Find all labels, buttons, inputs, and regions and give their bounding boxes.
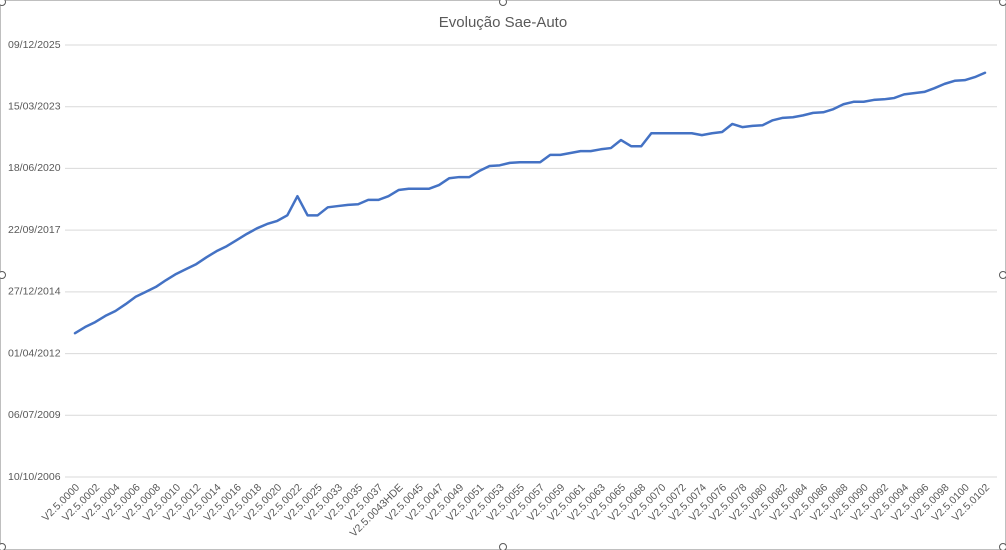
y-tick-label: 10/10/2006 [8,471,61,483]
y-tick-label: 27/12/2014 [8,286,61,298]
y-tick-label: 15/03/2023 [8,100,61,112]
y-tick-label: 18/06/2020 [8,162,61,174]
y-tick-label: 22/09/2017 [8,224,61,236]
resize-handle[interactable] [499,0,507,6]
resize-handle[interactable] [0,0,6,6]
resize-handle[interactable] [499,543,507,550]
y-tick-label: 09/12/2025 [8,39,61,51]
resize-handle[interactable] [999,0,1006,6]
resize-handle[interactable] [0,543,6,550]
resize-handle[interactable] [999,543,1006,550]
data-line [73,71,987,335]
y-tick-label: 01/04/2012 [8,347,61,359]
resize-handle[interactable] [999,271,1006,279]
y-tick-label: 06/07/2009 [8,409,61,421]
resize-handle[interactable] [0,271,6,279]
chart-title: Evolução Sae-Auto [439,14,567,31]
